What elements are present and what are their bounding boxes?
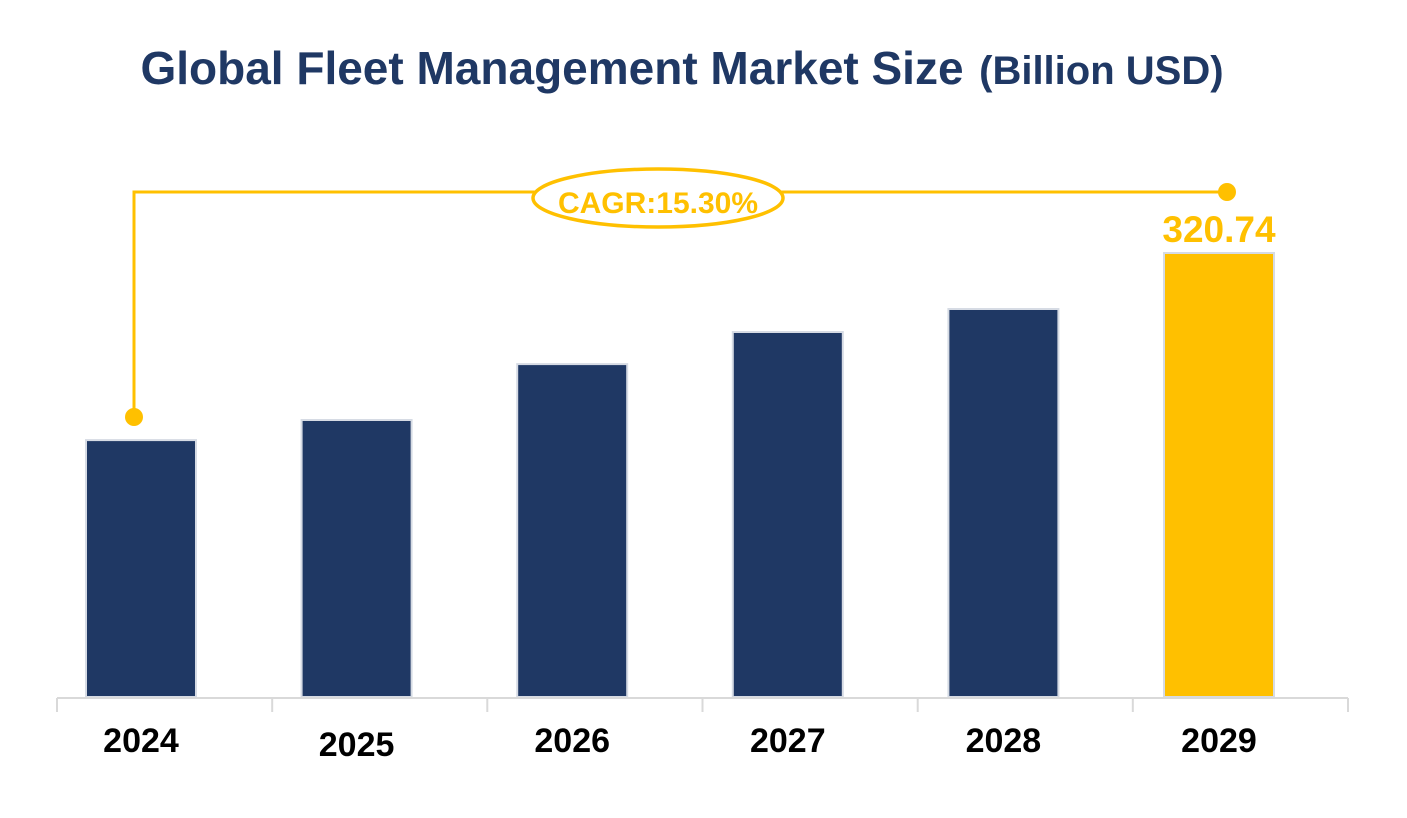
x-label-2028: 2028 <box>966 722 1042 760</box>
cagr-label: CAGR:15.30% <box>558 187 758 220</box>
bar-2024 <box>85 439 197 698</box>
x-label-2027: 2027 <box>750 722 826 760</box>
cagr-callout-line <box>132 190 1227 417</box>
chart-title-unit: (Billion USD) <box>979 49 1224 93</box>
cagr-callout-start-dot <box>125 408 143 426</box>
cagr-ellipse <box>531 167 785 229</box>
value-label-2029: 320.74 <box>1162 209 1276 250</box>
chart-title: Global Fleet Management Market Size (Bil… <box>57 42 1307 95</box>
bar-2027 <box>731 331 844 698</box>
chart-title-main: Global Fleet Management Market Size <box>140 42 964 94</box>
bar-2026 <box>516 363 629 698</box>
x-label-2029: 2029 <box>1181 722 1257 760</box>
bar-2029 <box>1163 252 1275 698</box>
cagr-callout-end-dot <box>1218 183 1236 201</box>
bar-2025 <box>300 419 413 698</box>
x-label-2026: 2026 <box>534 722 610 760</box>
x-label-2024: 2024 <box>103 722 179 760</box>
x-label-2025: 2025 <box>319 726 395 764</box>
bar-2028 <box>947 308 1060 698</box>
